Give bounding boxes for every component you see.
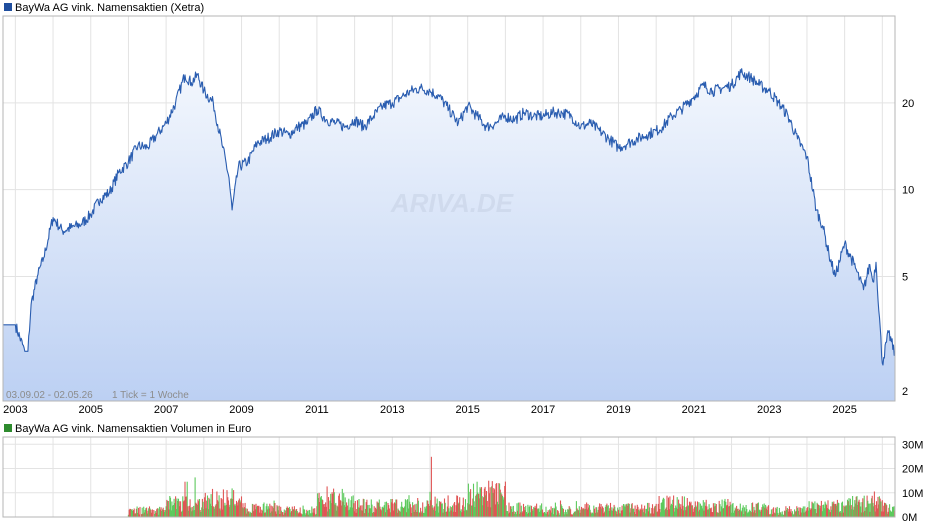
price-y-axis: 2 5 10 20 — [902, 98, 914, 398]
y-tick-label: 20 — [902, 98, 914, 110]
x-tick-label: 2013 — [380, 404, 404, 416]
price-legend-swatch — [4, 3, 12, 11]
y-tick-label: 5 — [902, 271, 908, 283]
x-tick-label: 2007 — [154, 404, 178, 416]
x-tick-label: 2009 — [229, 404, 253, 416]
volume-y-tick-label: 10M — [902, 488, 923, 500]
price-line — [2, 68, 896, 366]
y-tick-label: 2 — [902, 386, 908, 398]
x-tick-label: 2005 — [79, 404, 103, 416]
date-range-text: 03.09.02 - 02.05.26 — [6, 390, 93, 401]
volume-y-tick-label: 0M — [902, 512, 917, 524]
price-plot-frame — [2, 15, 896, 402]
price-x-axis: 2003 2005 2007 2009 2011 2013 2015 2017 2019 2021… — [3, 404, 857, 416]
price-legend-label: BayWa AG vink. Namensaktien (Xetra) — [15, 2, 204, 14]
x-tick-label: 2021 — [682, 404, 706, 416]
volume-y-tick-label: 20M — [902, 464, 923, 476]
y-tick-label: 10 — [902, 185, 914, 197]
volume-y-tick-label: 30M — [902, 439, 923, 451]
volume-bars — [127, 456, 896, 517]
volume-gridlines — [3, 437, 895, 517]
x-tick-label: 2025 — [832, 404, 856, 416]
volume-legend-label: BayWa AG vink. Namensaktien Volumen in E… — [15, 423, 251, 435]
x-tick-label: 2019 — [606, 404, 630, 416]
tick-interval-text: 1 Tick = 1 Woche — [112, 390, 189, 401]
x-tick-label: 2017 — [531, 404, 555, 416]
volume-y-axis: 0M 10M 20M 30M — [902, 439, 923, 524]
watermark: ARIVA.DE — [390, 188, 514, 218]
volume-legend-swatch — [4, 424, 12, 432]
x-tick-label: 2011 — [305, 404, 329, 416]
price-area-fill — [2, 68, 895, 401]
volume-plot-frame — [2, 436, 896, 518]
x-tick-label: 2003 — [3, 404, 27, 416]
x-tick-label: 2015 — [455, 404, 479, 416]
x-tick-label: 2023 — [757, 404, 781, 416]
